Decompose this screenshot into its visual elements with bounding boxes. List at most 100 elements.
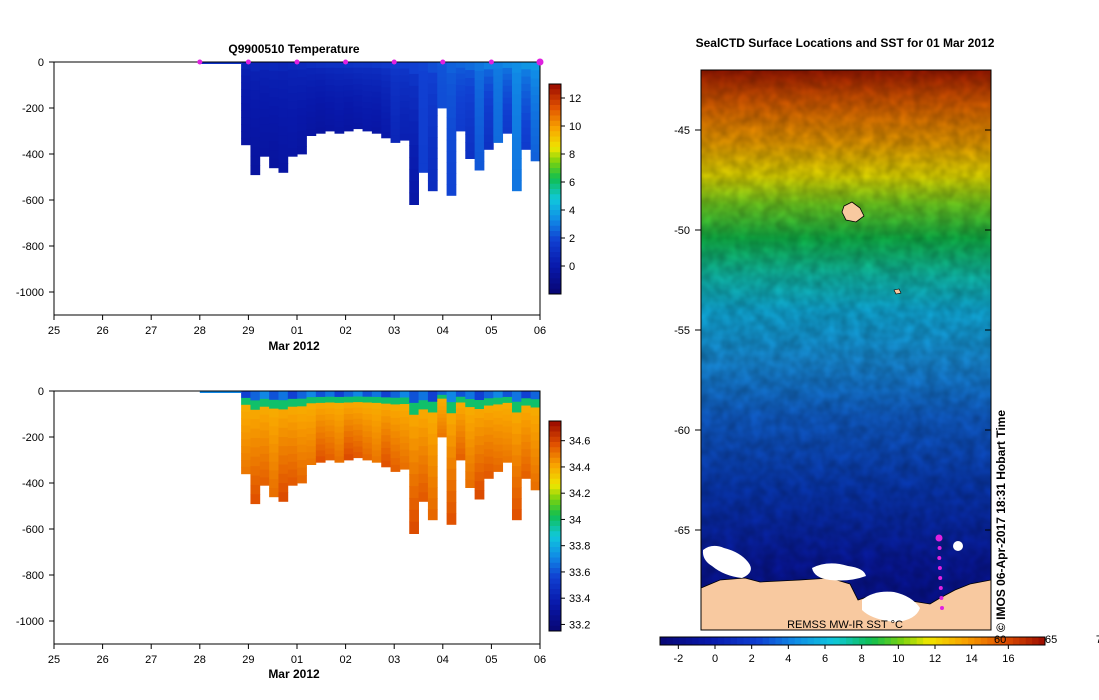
section-cell bbox=[418, 135, 429, 146]
section-cell bbox=[334, 420, 345, 428]
section-cell bbox=[483, 76, 494, 85]
section-cell bbox=[353, 78, 363, 85]
section-cell bbox=[427, 487, 438, 499]
section-cell bbox=[399, 68, 410, 76]
section-cell bbox=[287, 77, 298, 86]
section-cell bbox=[353, 413, 363, 420]
section-cell bbox=[455, 79, 466, 86]
section-cell bbox=[287, 453, 298, 463]
section-cell bbox=[362, 437, 373, 444]
colorbar-segment bbox=[549, 568, 561, 574]
section-cell bbox=[409, 509, 419, 523]
section-cell bbox=[381, 454, 391, 461]
section-cell bbox=[259, 438, 270, 447]
colorbar-segment bbox=[737, 637, 744, 645]
section-cell bbox=[399, 127, 410, 135]
colorbar-tick-label: 10 bbox=[569, 121, 581, 133]
colorbar-segment bbox=[549, 89, 561, 95]
y-tick-label: -600 bbox=[22, 195, 44, 207]
section-cell bbox=[399, 456, 410, 464]
section-cell bbox=[455, 419, 466, 426]
section-cell bbox=[269, 443, 279, 454]
section-cell bbox=[465, 407, 476, 416]
section-cell bbox=[511, 444, 522, 456]
colorbar-segment bbox=[549, 557, 561, 564]
section-cell bbox=[297, 100, 307, 109]
colorbar-segment bbox=[692, 637, 699, 645]
section-cell bbox=[455, 96, 466, 103]
colorbar-segment bbox=[549, 473, 561, 480]
section-cell bbox=[381, 62, 391, 69]
colorbar-segment bbox=[549, 489, 561, 495]
section-cell bbox=[259, 414, 270, 423]
section-cell bbox=[250, 419, 261, 429]
section-cell bbox=[278, 391, 289, 401]
colorbar-segment bbox=[549, 157, 561, 164]
section-cell bbox=[306, 427, 317, 435]
section-cell bbox=[287, 117, 298, 126]
section-cell bbox=[371, 456, 382, 463]
section-cell bbox=[427, 83, 438, 95]
section-cell bbox=[315, 450, 326, 457]
colorbar-segment bbox=[549, 267, 561, 274]
section-cell bbox=[343, 402, 354, 409]
section-cell bbox=[325, 73, 335, 80]
section-cell bbox=[521, 449, 532, 457]
section-cell bbox=[241, 432, 251, 440]
section-cell bbox=[269, 150, 279, 160]
section-cell bbox=[502, 62, 513, 69]
section-cell bbox=[437, 391, 447, 396]
section-cell bbox=[241, 110, 251, 118]
section-cell bbox=[483, 420, 494, 428]
section-cell bbox=[521, 98, 532, 107]
section-cell bbox=[241, 446, 251, 454]
section-cell bbox=[287, 85, 298, 94]
section-cell bbox=[530, 78, 541, 88]
colorbar-tick-label: 2 bbox=[749, 653, 755, 665]
section-cell bbox=[250, 466, 261, 476]
section-cell bbox=[399, 449, 410, 457]
section-cell bbox=[287, 446, 298, 455]
section-cell bbox=[474, 80, 485, 90]
section-cell bbox=[241, 117, 251, 125]
section-cell bbox=[325, 454, 335, 461]
section-cell bbox=[409, 97, 419, 110]
colorbar-segment bbox=[942, 637, 950, 645]
section-cell bbox=[511, 476, 522, 488]
colorbar-segment bbox=[775, 637, 783, 645]
section-cell bbox=[427, 180, 438, 192]
section-cell bbox=[530, 103, 541, 112]
section-cell bbox=[362, 85, 373, 92]
colorbar-segment bbox=[549, 162, 561, 169]
colorbar-segment bbox=[756, 637, 764, 645]
section-cell bbox=[278, 437, 289, 447]
section-cell bbox=[250, 409, 261, 420]
section-cell bbox=[390, 431, 401, 439]
section-cell bbox=[390, 102, 401, 110]
colorbar-segment bbox=[846, 637, 853, 645]
colorbar-tick-label: 8 bbox=[859, 653, 865, 665]
x-tick-label: 01 bbox=[291, 654, 303, 666]
seal-track bbox=[935, 534, 944, 610]
section-cell bbox=[493, 444, 504, 452]
section-cell bbox=[437, 81, 447, 86]
section-cell bbox=[381, 87, 391, 95]
sst-map-frame bbox=[700, 69, 992, 631]
section-cell bbox=[493, 95, 504, 103]
section-cell bbox=[511, 126, 522, 138]
section-cell bbox=[427, 455, 438, 467]
x-tick-label: 28 bbox=[194, 325, 206, 337]
section-cell bbox=[353, 435, 363, 442]
section-cell bbox=[474, 71, 485, 81]
section-cell bbox=[465, 150, 476, 159]
section-cell bbox=[465, 118, 476, 127]
y-tick-label: -800 bbox=[22, 241, 44, 253]
section-cell bbox=[530, 152, 541, 162]
section-cell bbox=[371, 414, 382, 422]
colorbar-segment bbox=[549, 273, 561, 279]
colorbar-segment bbox=[549, 499, 561, 506]
section-cell bbox=[483, 134, 494, 143]
section-cell bbox=[334, 67, 345, 75]
section-cell bbox=[259, 85, 270, 94]
section-cell bbox=[437, 96, 447, 101]
